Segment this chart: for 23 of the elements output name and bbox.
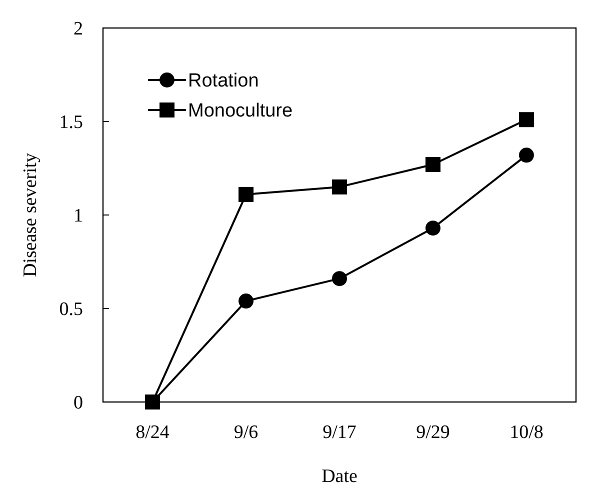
y-tick-label: 2 xyxy=(74,18,83,40)
point xyxy=(332,271,347,286)
x-tick-label: 9/17 xyxy=(322,422,356,443)
x-tick-label: 8/24 xyxy=(136,422,170,443)
point xyxy=(145,394,160,410)
point xyxy=(518,148,534,163)
x-axis-title: Date xyxy=(322,466,358,483)
legend-label: Monoculture xyxy=(188,100,293,122)
point xyxy=(332,179,347,194)
y-tick-label: 1 xyxy=(74,206,83,227)
point xyxy=(425,157,440,172)
x-tick-label: 9/29 xyxy=(416,422,450,443)
point xyxy=(238,186,254,202)
point xyxy=(518,112,534,128)
y-axis-title: Disease severity xyxy=(20,152,41,277)
x-tick-label: 9/6 xyxy=(234,422,258,443)
x-tick-label: 10/8 xyxy=(510,422,544,443)
y-tick-label: 0.5 xyxy=(59,299,83,320)
point xyxy=(425,220,440,236)
legend-label: Rotation xyxy=(188,70,259,92)
point xyxy=(238,294,254,309)
y-tick-label: 0 xyxy=(74,392,83,414)
y-tick-label: 1.5 xyxy=(59,112,83,134)
